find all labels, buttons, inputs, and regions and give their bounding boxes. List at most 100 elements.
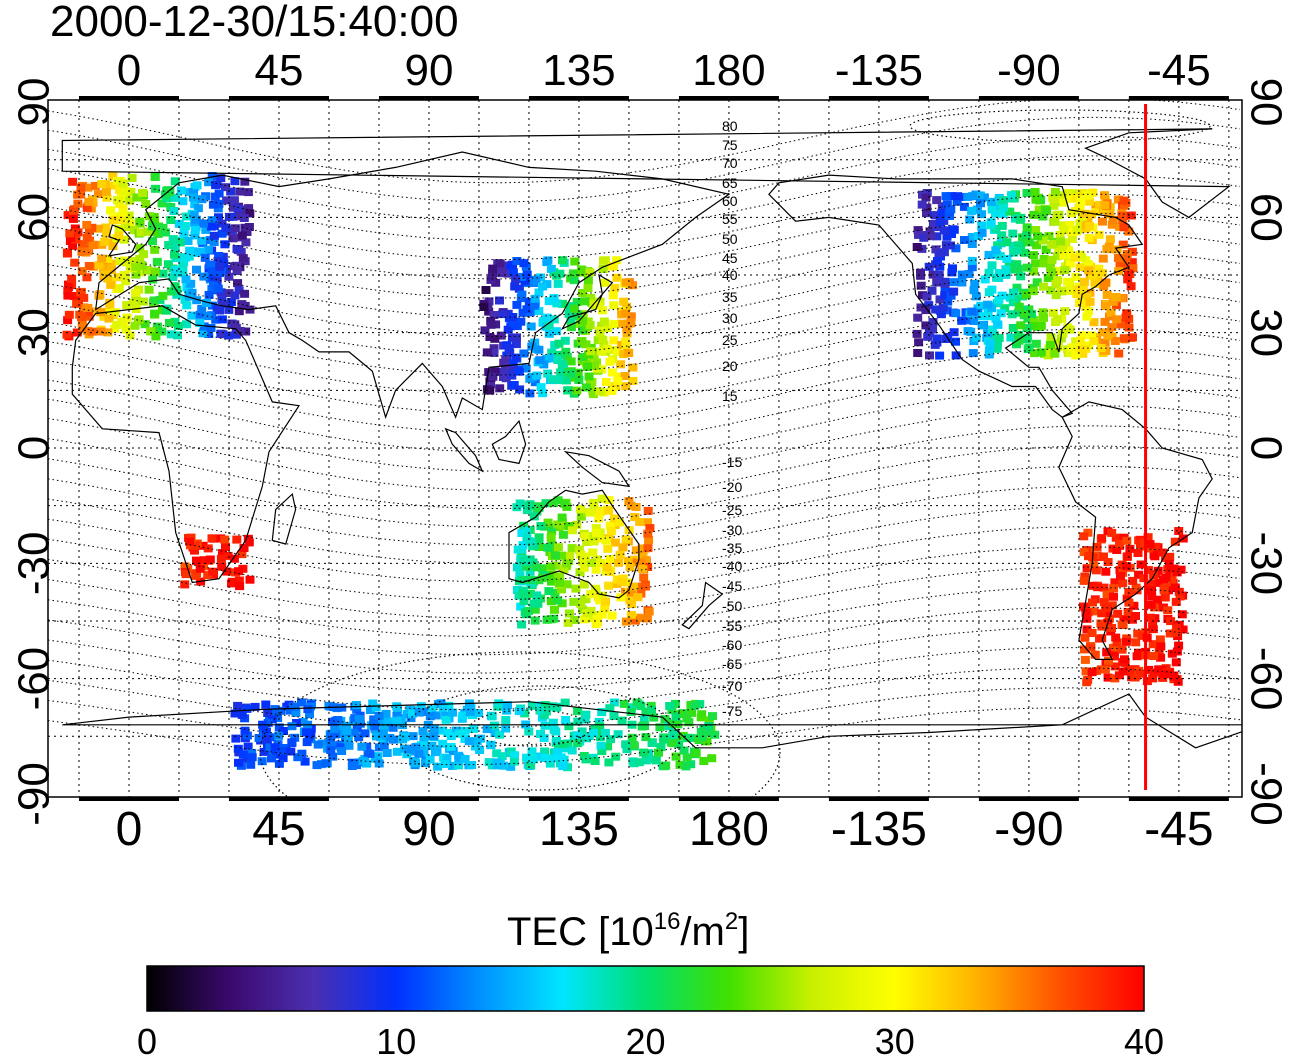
tec-cell [206,222,216,231]
tec-cell [592,611,602,620]
tec-cell [969,317,979,325]
tec-cell [697,710,707,719]
tec-cell [506,762,516,771]
tec-cell [527,342,537,351]
tec-cell [505,264,514,272]
tec-cell [553,496,563,505]
tec-cell [987,205,997,214]
tec-cell [1067,228,1076,236]
tec-cell [489,348,499,357]
tec-cell [77,267,87,276]
tec-cell [206,324,216,332]
tec-cell [1156,642,1166,651]
tec-cell [94,224,103,233]
tec-cell [1124,227,1134,236]
tec-cell [1039,259,1049,268]
tec-cell [77,247,87,256]
tec-cell [987,261,997,270]
tec-cell [115,185,124,194]
tec-cell [503,269,513,278]
frame-ticks [79,96,1229,801]
tec-cell [1146,613,1155,622]
tec-cell [1071,272,1081,281]
tec-cell [609,301,619,310]
tec-cell [1079,277,1089,286]
tec-cell [245,575,255,584]
tec-cell [215,269,224,277]
tec-cell [586,293,596,302]
tec-cell [419,735,429,744]
tec-cell [369,715,379,724]
tec-cell [101,187,111,196]
tec-cell [610,283,620,292]
tec-cell [651,756,661,765]
tec-cell [131,288,141,297]
tec-cell [82,203,92,212]
longitude-tick-label-top: 180 [692,46,765,95]
tec-cell [1088,581,1098,590]
tec-cell [1119,223,1129,232]
tec-cell [534,533,544,542]
tec-cell [83,183,93,192]
tec-cell [585,508,595,517]
coastline-australia [508,489,640,599]
tec-cell [509,751,519,760]
tec-cell [217,229,227,238]
tec-cell [77,313,86,322]
tec-cell [1087,629,1097,637]
tec-cell [503,701,512,710]
tec-cell [335,725,345,734]
tec-cell [94,261,104,270]
tec-cell [292,719,302,727]
tec-cell [100,270,110,279]
tec-cell [220,240,230,249]
tec-cell [576,337,586,346]
colorbar-tick-label: 0 [137,1021,157,1057]
tec-cell [1046,286,1056,295]
tec-cell [1178,625,1188,634]
tec-cell [942,200,952,209]
tec-cell [1098,217,1107,226]
tec-cell [379,742,389,751]
tec-cell [1137,631,1147,640]
magnetic-latitude-contour [48,647,1241,711]
tec-cell [707,754,717,763]
tec-cell [970,279,980,288]
longitude-tick-label-top: 45 [255,46,304,95]
tec-cell [101,223,111,232]
tec-cell [1121,637,1131,646]
tec-cell [1000,304,1010,313]
tec-cell [378,729,388,738]
tec-cell [192,296,202,305]
tec-cell [1058,329,1068,338]
magnetic-latitude-contour [48,155,1241,241]
tec-cell [523,557,533,566]
tec-cell [104,314,114,323]
tec-cell [957,278,967,287]
magnetic-latitude-contour [48,347,1241,434]
tec-cell [212,275,222,284]
magnetic-latitude-label: -30 [722,522,742,538]
tec-cell [608,291,618,300]
tec-cell [170,317,180,326]
tec-cell [388,723,398,732]
tec-cell [221,183,230,192]
latitude-tick-label-right: 60 [1242,193,1291,242]
tec-cell [1154,647,1164,656]
tec-cell [538,282,548,291]
tec-cell [994,269,1004,278]
tec-cell [178,267,188,276]
tec-cell [232,535,242,544]
tec-cell [524,297,534,306]
tec-cell [529,755,539,764]
tec-cell [408,732,418,741]
tec-cell [1031,259,1041,268]
tec-cell [554,742,564,751]
tec-cell [1094,264,1104,273]
tec-cell [942,232,952,241]
tec-cell [636,558,646,567]
tec-cell [580,297,590,306]
tec-cell [230,709,240,718]
tec-cell [566,369,576,378]
tec-cell [609,712,619,720]
